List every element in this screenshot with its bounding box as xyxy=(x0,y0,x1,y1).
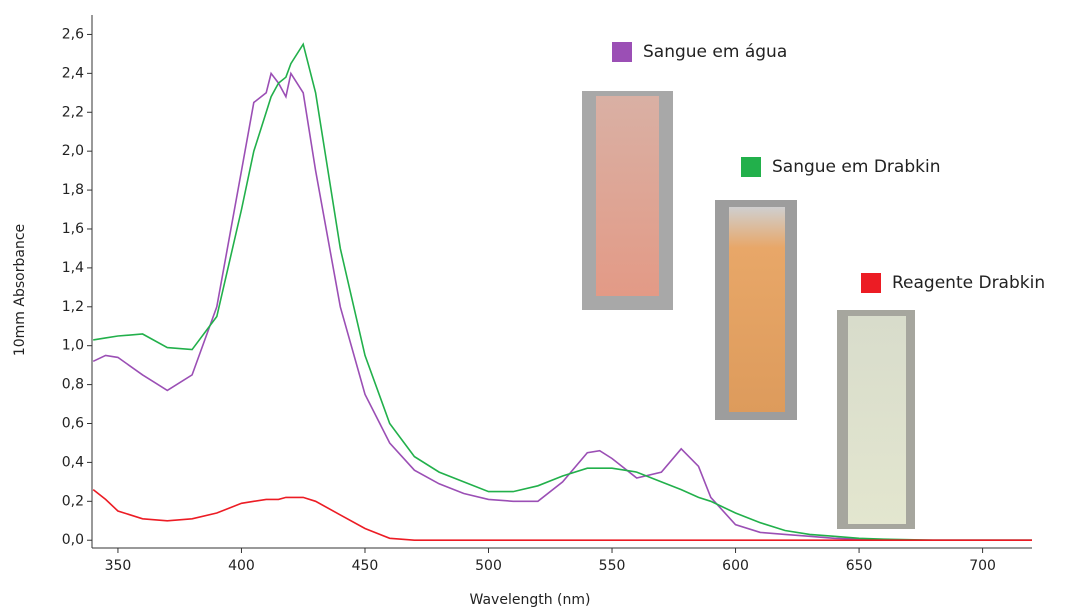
x-tick-label: 550 xyxy=(599,558,626,574)
y-tick-label: 1,8 xyxy=(62,182,84,198)
y-axis-label: 10mm Absorbance xyxy=(12,224,28,356)
legend-label: Sangue em Drabkin xyxy=(772,157,940,177)
y-tick-label: 2,6 xyxy=(62,26,84,42)
y-tick-label: 0,4 xyxy=(62,454,84,470)
cuvette xyxy=(596,96,659,296)
y-tick-label: 0,8 xyxy=(62,377,84,393)
legend-label: Sangue em água xyxy=(643,42,787,62)
x-tick-label: 350 xyxy=(105,558,132,574)
x-tick-label: 500 xyxy=(475,558,502,574)
y-tick-label: 2,0 xyxy=(62,143,84,159)
x-axis-label: Wavelength (nm) xyxy=(470,592,591,608)
y-tick-label: 0,2 xyxy=(62,493,84,509)
legend-swatch xyxy=(861,273,881,293)
y-tick-label: 1,6 xyxy=(62,221,84,237)
chart: 10mm Absorbance Wavelength (nm) 0,0 0,2 0,… xyxy=(0,0,1066,609)
legend-label: Reagente Drabkin xyxy=(892,273,1045,293)
y-tick-label: 2,2 xyxy=(62,104,84,120)
y-tick-label: 0,0 xyxy=(62,532,84,548)
y-tick-label: 2,4 xyxy=(62,65,84,81)
cuvette xyxy=(848,316,906,524)
y-tick-label: 1,0 xyxy=(62,338,84,354)
cuvette xyxy=(729,207,785,412)
y-tick-label: 1,2 xyxy=(62,299,84,315)
x-tick-label: 650 xyxy=(846,558,873,574)
x-tick-label: 400 xyxy=(228,558,255,574)
x-tick-label: 450 xyxy=(352,558,379,574)
y-tick-label: 0,6 xyxy=(62,416,84,432)
y-tick-label: 1,4 xyxy=(62,260,84,276)
x-tick-label: 600 xyxy=(722,558,749,574)
x-tick-label: 700 xyxy=(969,558,996,574)
legend-swatch xyxy=(741,157,761,177)
legend-swatch xyxy=(612,42,632,62)
